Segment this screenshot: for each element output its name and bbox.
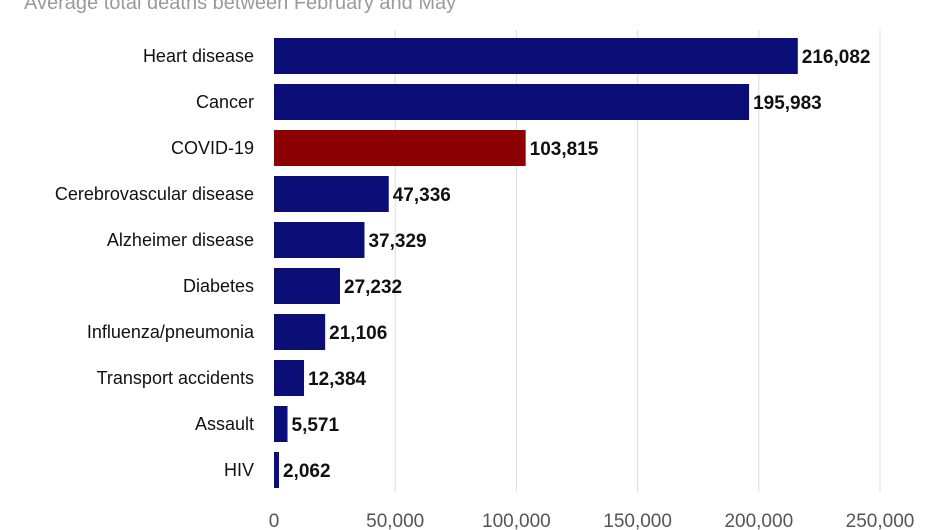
value-label: 5,571 [292,415,340,436]
bars [274,38,798,488]
x-tick-label: 150,000 [603,511,672,530]
category-label: Influenza/pneumonia [87,322,255,342]
bar [274,38,798,74]
category-label: COVID-19 [171,138,254,158]
value-label: 2,062 [283,461,331,482]
category-label: Heart disease [143,46,254,66]
category-label: Assault [195,414,254,434]
x-axis-ticks: 0 50,000 100,000 150,000 200,000 250,000 [269,511,915,530]
value-label: 37,329 [368,231,426,252]
value-label: 195,983 [753,93,822,114]
value-label: 21,106 [329,323,387,344]
labels: Heart disease 216,082 Cancer 195,983 COVID-1… [55,46,871,482]
category-label: Cerebrovascular disease [55,184,254,204]
bar [274,268,341,304]
value-label: 12,384 [308,369,367,390]
category-label: Cancer [196,92,254,112]
category-label: Transport accidents [97,368,254,388]
bar [274,360,305,396]
value-label: 27,232 [344,277,402,298]
value-label: 47,336 [393,185,451,206]
bar [274,84,750,120]
category-label: Diabetes [183,276,254,296]
x-tick-label: 250,000 [846,511,915,530]
x-tick-label: 0 [269,511,280,530]
gridlines [394,30,881,492]
bar [274,130,526,166]
x-tick-label: 50,000 [366,511,424,530]
chart-subtitle: Average total deaths between February an… [24,0,457,14]
bar [274,406,288,442]
value-label: 103,815 [530,139,599,160]
bar [274,452,279,488]
x-tick-label: 200,000 [724,511,793,530]
category-label: Alzheimer disease [107,230,254,250]
bar [274,314,326,350]
bar [274,176,389,212]
bar [274,222,365,258]
category-label: HIV [224,460,254,480]
x-tick-label: 100,000 [482,511,551,530]
value-label: 216,082 [802,47,871,68]
